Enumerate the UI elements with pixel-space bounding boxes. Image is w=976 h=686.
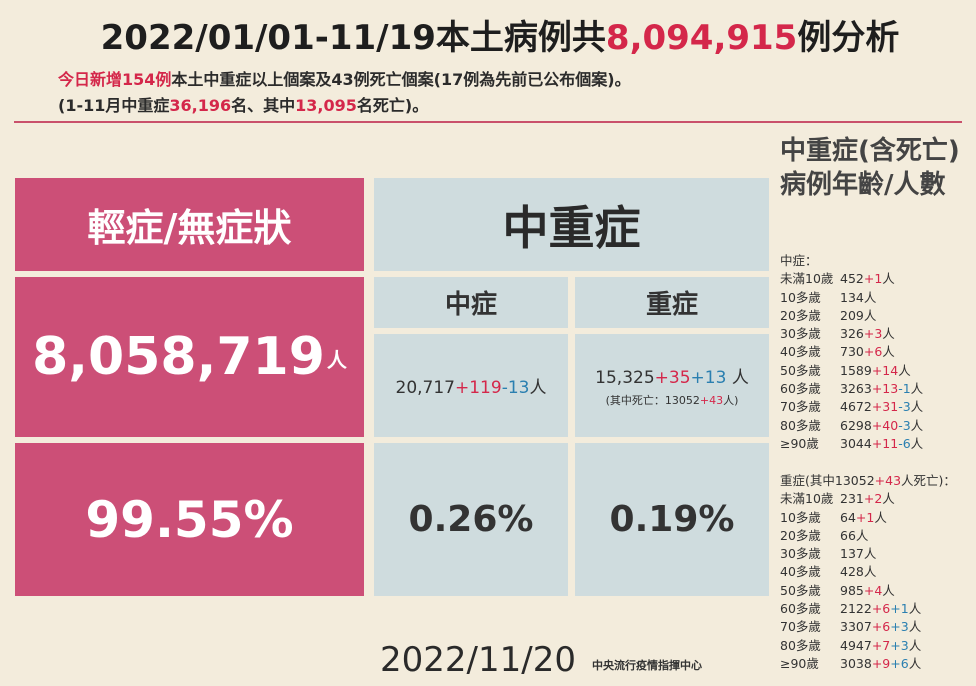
mild-count-box: 8,058,719 人	[15, 277, 364, 437]
moderate-count-box: 20,717+119-13人	[374, 334, 568, 437]
page-title: 2022/01/01-11/19本土病例共8,094,915例分析	[100, 18, 900, 58]
age-row: 40多歲 428人	[780, 564, 877, 580]
age-row: 20多歲 209人	[780, 307, 877, 323]
age-row: ≥90歲 3044+11-6人	[780, 435, 924, 451]
age-row: 60多歲 3263+13-1人	[780, 381, 924, 397]
severe-age-list: 重症(其中13052+43人死亡)： 未滿10歲 231+2人 10多歲 64+1人 2…	[780, 472, 956, 673]
today-summary: 今日新增154例本土中重症以上個案及43例死亡個案(17例為先前已公布個案)。	[58, 70, 631, 89]
age-row: 30多歲 137人	[780, 546, 877, 562]
severe-group-label: 中重症	[502, 200, 641, 255]
age-row: 未滿10歲 231+2人	[780, 491, 895, 507]
severe-pct-box: 0.19%	[575, 443, 769, 596]
severe-head-box: 重症	[575, 277, 769, 328]
severe-death-note: (其中死亡：13052+43人)	[605, 394, 739, 407]
age-row: 70多歲 4672+31-3人	[780, 399, 924, 415]
mild-pct-box: 99.55%	[15, 443, 364, 596]
report-date: 2022/11/20	[380, 640, 576, 680]
age-row: 50多歲 1589+14人	[780, 362, 911, 378]
mild-label-box: 輕症/無症狀	[15, 178, 364, 271]
total-cases: 8,094,915	[605, 18, 798, 58]
age-row: 10多歲 134人	[780, 289, 877, 305]
moderate-count: 20,717+119-13人	[395, 378, 547, 398]
moderate-pct-box: 0.26%	[374, 443, 568, 596]
age-row: 40多歲 730+6人	[780, 344, 895, 360]
severe-group-label-box: 中重症	[374, 178, 769, 271]
age-row: 50多歲 985+4人	[780, 582, 895, 598]
mild-label: 輕症/無症狀	[87, 206, 292, 250]
age-row: 10多歲 64+1人	[780, 509, 887, 525]
age-row: 30多歲 326+3人	[780, 326, 895, 342]
moderate-head-box: 中症	[374, 277, 568, 328]
age-row: ≥90歲 3038+9+6人	[780, 655, 922, 671]
moderate-pct: 0.26%	[408, 499, 534, 540]
severe-count: 15,325+35+13 人	[595, 368, 749, 388]
mild-pct: 99.55%	[85, 490, 294, 549]
severe-pct: 0.19%	[609, 499, 735, 540]
age-row: 20多歲 66人	[780, 527, 869, 543]
organization-name: 中央流行疫情指揮中心	[592, 659, 702, 672]
moderate-age-header: 中症：	[780, 253, 818, 268]
age-panel-title: 中重症(含死亡)病例年齡/人數	[780, 136, 960, 200]
moderate-age-list: 中症： 未滿10歲 452+1人 10多歲 134人 20多歲 209人 30多歲 326+3…	[780, 252, 923, 453]
severe-label: 重症	[645, 290, 698, 320]
severe-count-box: 15,325+35+13 人 (其中死亡：13052+43人)	[575, 334, 769, 437]
age-row: 60多歲 2122+6+1人	[780, 601, 922, 617]
header-divider	[14, 121, 962, 123]
moderate-label: 中症	[444, 290, 497, 320]
age-row: 80多歲 6298+40-3人	[780, 417, 924, 433]
mild-count: 8,058,719	[32, 327, 325, 387]
monthly-summary: (1-11月中重症36,196名、其中13,095名死亡)。	[58, 96, 429, 115]
age-row: 未滿10歲 452+1人	[780, 271, 895, 287]
age-row: 70多歲 3307+6+3人	[780, 619, 922, 635]
severe-age-header: 重症(其中13052+43人死亡)：	[780, 473, 956, 488]
age-row: 80多歲 4947+7+3人	[780, 637, 922, 653]
